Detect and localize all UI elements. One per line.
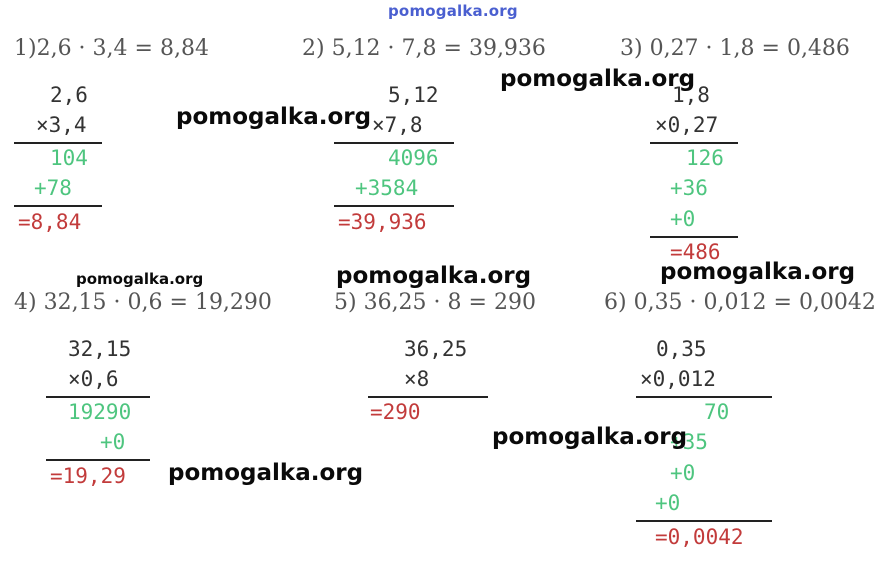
problem-5-header: 5) 36,25 · 8 = 290 <box>334 290 536 315</box>
problem-3-header: 3) 0,27 · 1,8 = 0,486 <box>620 36 850 61</box>
problem-6-partial-3: +0 <box>670 461 696 485</box>
problem-6-operand-1: 0,35 <box>656 337 707 361</box>
problem-1-rule-1 <box>14 142 102 144</box>
problem-2-operand-2: ×7,8 <box>372 113 423 137</box>
watermark-1: pomogalka.org <box>500 66 696 92</box>
problem-3-result: =486 <box>670 240 721 264</box>
watermark-6: pomogalka.org <box>492 424 688 450</box>
problem-5-operand-1: 36,25 <box>404 337 468 361</box>
problem-4-header: 4) 32,15 · 0,6 = 19,290 <box>14 290 272 315</box>
problem-3-partial-2: +36 <box>670 176 708 200</box>
watermark-2: pomogalka.org <box>176 104 372 130</box>
problem-6-result: =0,0042 <box>655 525 744 549</box>
problem-5-result: =290 <box>370 400 421 424</box>
problem-5-rule-1 <box>368 396 488 398</box>
problem-5-operand-2: ×8 <box>404 367 430 391</box>
problem-1-operand-1: 2,6 <box>50 83 88 107</box>
problem-1-partial-2: +78 <box>34 176 72 200</box>
watermark-3: pomogalka.org <box>76 270 204 288</box>
problem-3-partial-3: +0 <box>670 207 696 231</box>
problem-2-rule-2 <box>334 205 454 207</box>
problem-6-header: 6) 0,35 · 0,012 = 0,0042 <box>604 290 876 315</box>
problem-3-operand-1: 1,8 <box>672 83 710 107</box>
watermark-top: pomogalka.org <box>388 2 518 20</box>
problem-2-partial-2: +3584 <box>355 176 419 200</box>
problem-6-partial-4: +0 <box>655 491 681 515</box>
watermark-7: pomogalka.org <box>168 460 364 486</box>
watermark-4: pomogalka.org <box>336 263 532 289</box>
problem-4-operand-2: ×0,6 <box>68 367 119 391</box>
problem-3-operand-2: ×0,27 <box>655 113 719 137</box>
problem-4-operand-1: 32,15 <box>68 337 132 361</box>
problem-6-rule-1 <box>636 396 772 398</box>
problem-6-operand-2: ×0,012 <box>640 367 716 391</box>
watermark-5: pomogalka.org <box>660 259 856 285</box>
problem-2-partial-1: 4096 <box>388 146 439 170</box>
problem-3-rule-2 <box>650 236 738 238</box>
problem-3-rule-1 <box>650 142 738 144</box>
problem-2-header: 2) 5,12 · 7,8 = 39,936 <box>302 36 546 61</box>
problem-4-rule-2 <box>46 459 150 461</box>
problem-4-partial-2: +0 <box>100 430 126 454</box>
problem-4-partial-1: 19290 <box>68 400 132 424</box>
problem-1-rule-2 <box>14 205 102 207</box>
problem-6-rule-2 <box>636 520 772 522</box>
problem-1-header: 1)2,6 · 3,4 = 8,84 <box>14 36 209 61</box>
problem-4-rule-1 <box>46 396 150 398</box>
problem-4-result: =19,29 <box>50 464 126 488</box>
problem-2-operand-1: 5,12 <box>388 83 439 107</box>
problem-1-partial-1: 104 <box>50 146 88 170</box>
problem-6-partial-1: 70 <box>704 400 730 424</box>
problem-2-result: =39,936 <box>338 210 427 234</box>
problem-2-rule-1 <box>334 142 454 144</box>
problem-3-partial-1: 126 <box>686 146 724 170</box>
problem-6-partial-2: +35 <box>670 430 708 454</box>
problem-1-result: =8,84 <box>18 210 82 234</box>
problem-1-operand-2: ×3,4 <box>36 113 87 137</box>
